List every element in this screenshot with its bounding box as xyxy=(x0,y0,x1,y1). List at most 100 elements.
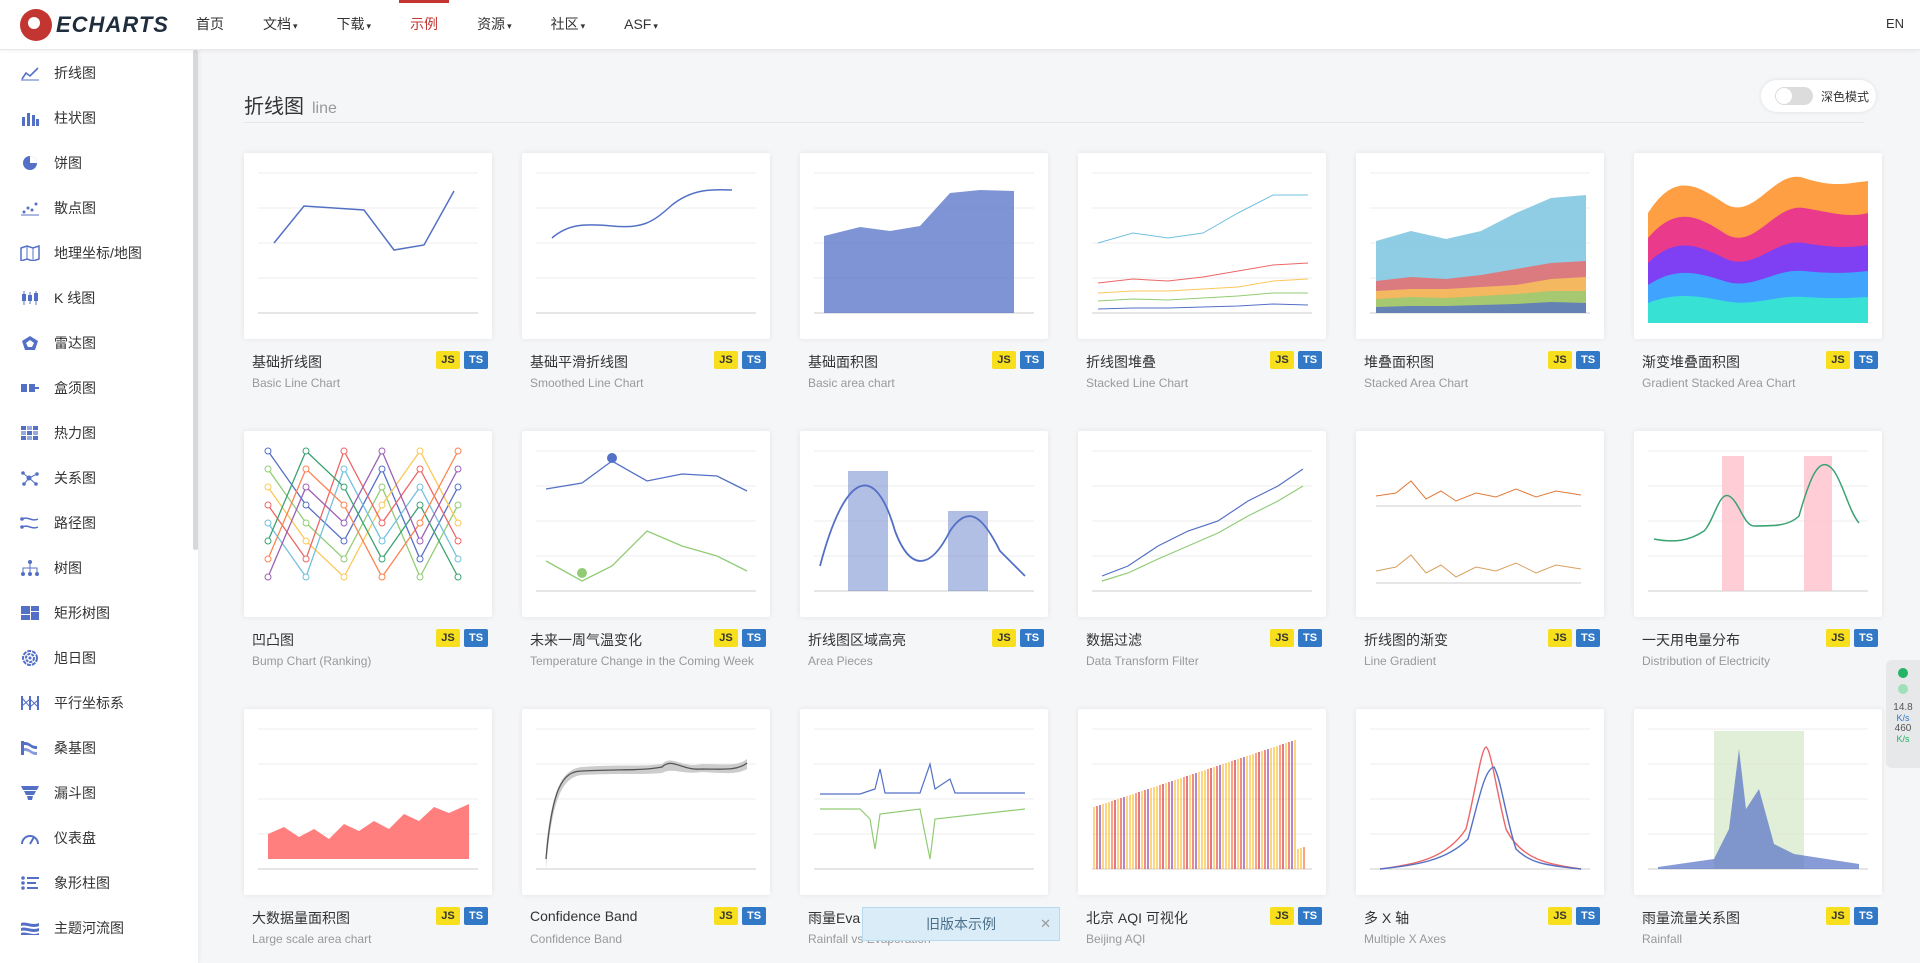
sidebar-item[interactable]: 桑基图 xyxy=(0,725,198,770)
example-thumbnail[interactable] xyxy=(1356,153,1604,339)
ts-badge[interactable]: TS xyxy=(1298,629,1322,647)
ts-badge[interactable]: TS xyxy=(1576,351,1600,369)
example-card[interactable]: 多 X 轴 JS TS Multiple X Axes xyxy=(1356,709,1604,946)
example-title[interactable]: 渐变堆叠面积图 xyxy=(1642,354,1740,370)
example-thumbnail[interactable] xyxy=(522,153,770,339)
example-card[interactable]: 基础平滑折线图 JS TS Smoothed Line Chart xyxy=(522,153,770,390)
example-card[interactable]: 数据过滤 JS TS Data Transform Filter xyxy=(1078,431,1326,668)
example-title[interactable]: 雨量流量关系图 xyxy=(1642,910,1740,926)
example-thumbnail[interactable] xyxy=(244,153,492,339)
example-card[interactable]: 未来一周气温变化 JS TS Temperature Change in the Co… xyxy=(522,431,770,668)
sidebar-item[interactable]: 折线图 xyxy=(0,50,198,95)
js-badge[interactable]: JS xyxy=(992,351,1016,369)
sidebar-item[interactable]: K 线图 xyxy=(0,275,198,320)
example-title[interactable]: 北京 AQI 可视化 xyxy=(1086,910,1188,926)
example-title[interactable]: 基础折线图 xyxy=(252,354,322,370)
js-badge[interactable]: JS xyxy=(436,629,460,647)
sidebar-item[interactable]: 饼图 xyxy=(0,140,198,185)
nav-item[interactable]: 示例 xyxy=(399,0,450,50)
example-card[interactable]: 渐变堆叠面积图 JS TS Gradient Stacked Area Chart xyxy=(1634,153,1882,390)
ts-badge[interactable]: TS xyxy=(1854,629,1878,647)
example-card[interactable]: 折线图堆叠 JS TS Stacked Line Chart xyxy=(1078,153,1326,390)
ts-badge[interactable]: TS xyxy=(1020,629,1044,647)
example-card[interactable]: 基础面积图 JS TS Basic area chart xyxy=(800,153,1048,390)
sidebar-item[interactable]: 主题河流图 xyxy=(0,905,198,950)
sidebar-item[interactable]: 仪表盘 xyxy=(0,815,198,860)
ts-badge[interactable]: TS xyxy=(464,907,488,925)
js-badge[interactable]: JS xyxy=(436,907,460,925)
example-title[interactable]: 基础面积图 xyxy=(808,354,878,370)
js-badge[interactable]: JS xyxy=(714,907,738,925)
nav-item[interactable]: 文档 ▾ xyxy=(252,0,309,50)
legacy-examples-text[interactable]: 旧版本示例 xyxy=(926,916,996,932)
close-icon[interactable]: ✕ xyxy=(1040,916,1051,931)
js-badge[interactable]: JS xyxy=(992,629,1016,647)
ts-badge[interactable]: TS xyxy=(1854,907,1878,925)
example-thumbnail[interactable] xyxy=(1078,153,1326,339)
js-badge[interactable]: JS xyxy=(1270,351,1294,369)
language-switch[interactable]: EN xyxy=(1885,16,1904,31)
example-title[interactable]: 一天用电量分布 xyxy=(1642,632,1740,648)
example-card[interactable]: 北京 AQI 可视化 JS TS Beijing AQI xyxy=(1078,709,1326,946)
echarts-logo[interactable]: ECHARTS xyxy=(20,8,169,42)
example-card[interactable]: Confidence Band JS TS Confidence Band xyxy=(522,709,770,946)
example-thumbnail[interactable] xyxy=(522,709,770,895)
example-thumbnail[interactable] xyxy=(244,709,492,895)
ts-badge[interactable]: TS xyxy=(1020,351,1044,369)
example-thumbnail[interactable] xyxy=(1634,431,1882,617)
ts-badge[interactable]: TS xyxy=(1298,907,1322,925)
sidebar-item[interactable]: 雷达图 xyxy=(0,320,198,365)
example-thumbnail[interactable] xyxy=(800,153,1048,339)
nav-item[interactable]: 下载 ▾ xyxy=(326,0,383,50)
example-title[interactable]: 大数据量面积图 xyxy=(252,910,350,926)
example-thumbnail[interactable] xyxy=(800,709,1048,895)
nav-item[interactable]: ASF ▾ xyxy=(613,0,669,50)
example-card[interactable]: 基础折线图 JS TS Basic Line Chart xyxy=(244,153,492,390)
example-card[interactable]: 折线图的渐变 JS TS Line Gradient xyxy=(1356,431,1604,668)
ts-badge[interactable]: TS xyxy=(742,629,766,647)
example-thumbnail[interactable] xyxy=(1634,709,1882,895)
ts-badge[interactable]: TS xyxy=(1576,907,1600,925)
example-thumbnail[interactable] xyxy=(1634,153,1882,339)
example-card[interactable]: 一天用电量分布 JS TS Distribution of Electricity xyxy=(1634,431,1882,668)
sidebar-item[interactable]: 路径图 xyxy=(0,500,198,545)
dark-mode-toggle[interactable]: 深色模式 xyxy=(1761,80,1876,112)
example-thumbnail[interactable] xyxy=(1356,431,1604,617)
js-badge[interactable]: JS xyxy=(714,351,738,369)
example-thumbnail[interactable] xyxy=(1078,709,1326,895)
nav-item[interactable]: 首页 xyxy=(185,0,235,50)
ts-badge[interactable]: TS xyxy=(1854,351,1878,369)
example-title[interactable]: 凹凸图 xyxy=(252,632,294,648)
example-card[interactable]: 雨量EvaJSTSRainfall vs Evaporation xyxy=(800,709,1048,946)
js-badge[interactable]: JS xyxy=(714,629,738,647)
ts-badge[interactable]: TS xyxy=(742,907,766,925)
example-thumbnail[interactable] xyxy=(1078,431,1326,617)
example-card[interactable]: 凹凸图 JS TS Bump Chart (Ranking) xyxy=(244,431,492,668)
toggle-switch[interactable] xyxy=(1775,87,1813,105)
example-title[interactable]: 基础平滑折线图 xyxy=(530,354,628,370)
example-thumbnail[interactable] xyxy=(244,431,492,617)
sidebar-item[interactable]: 关系图 xyxy=(0,455,198,500)
example-thumbnail[interactable] xyxy=(800,431,1048,617)
nav-item[interactable]: 社区 ▾ xyxy=(540,0,597,50)
ts-badge[interactable]: TS xyxy=(1576,629,1600,647)
example-title[interactable]: 堆叠面积图 xyxy=(1364,354,1434,370)
sidebar-item[interactable]: 旭日图 xyxy=(0,635,198,680)
example-title[interactable]: 折线图堆叠 xyxy=(1086,354,1156,370)
example-title[interactable]: 数据过滤 xyxy=(1086,632,1142,648)
sidebar-item[interactable]: 矩形树图 xyxy=(0,590,198,635)
example-title[interactable]: 未来一周气温变化 xyxy=(530,632,642,648)
js-badge[interactable]: JS xyxy=(1270,907,1294,925)
example-title[interactable]: Confidence Band xyxy=(530,908,638,924)
js-badge[interactable]: JS xyxy=(1548,351,1572,369)
sidebar-item[interactable]: 象形柱图 xyxy=(0,860,198,905)
sidebar-item[interactable]: 地理坐标/地图 xyxy=(0,230,198,275)
js-badge[interactable]: JS xyxy=(1826,629,1850,647)
example-card[interactable]: 折线图区域高亮 JS TS Area Pieces xyxy=(800,431,1048,668)
example-card[interactable]: 大数据量面积图 JS TS Large scale area chart xyxy=(244,709,492,946)
js-badge[interactable]: JS xyxy=(1270,629,1294,647)
js-badge[interactable]: JS xyxy=(1826,907,1850,925)
sidebar-item[interactable]: 散点图 xyxy=(0,185,198,230)
ts-badge[interactable]: TS xyxy=(464,629,488,647)
nav-item[interactable]: 资源 ▾ xyxy=(466,0,523,50)
